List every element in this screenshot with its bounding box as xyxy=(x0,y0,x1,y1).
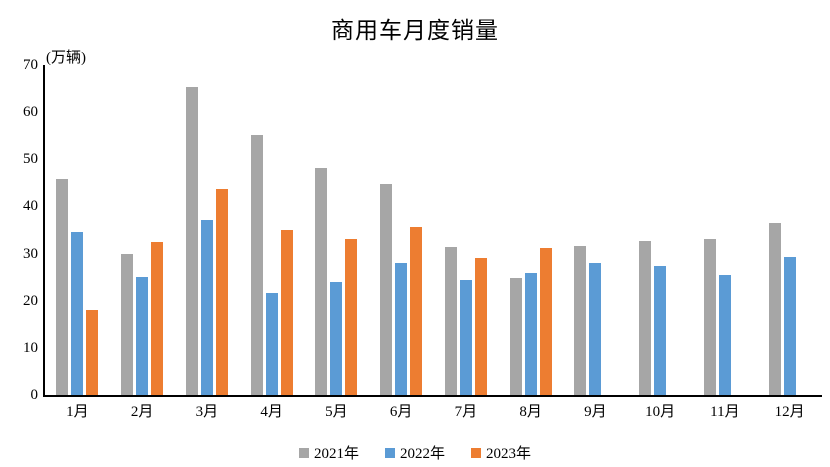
bar-2022年-3月 xyxy=(200,220,213,395)
bar-2023年-3月 xyxy=(215,189,228,395)
plot-area xyxy=(45,65,822,395)
bar-2023年-8月 xyxy=(539,248,552,395)
legend-marker-icon xyxy=(471,447,481,458)
x-axis-line xyxy=(43,395,822,397)
bar-2023年-2月 xyxy=(151,242,164,395)
bar-2021年-11月 xyxy=(703,239,716,395)
bar-2023年-5月 xyxy=(345,238,358,395)
bar-2021年-2月 xyxy=(121,254,134,395)
legend-item-2023年: 2023年 xyxy=(471,442,531,463)
bar-2022年-10月 xyxy=(654,266,667,395)
bar-2022年-4月 xyxy=(265,292,278,395)
bar-2021年-3月 xyxy=(185,86,198,395)
legend-marker-icon xyxy=(384,447,395,458)
bar-2022年-7月 xyxy=(459,279,472,395)
legend: 2021年 2022年 2023年 xyxy=(0,442,830,463)
bar-2021年-1月 xyxy=(56,178,69,395)
x-tick-label-10月: 10月 xyxy=(645,404,676,420)
x-tick-label-5月: 5月 xyxy=(325,404,348,420)
bar-2023年-7月 xyxy=(474,258,487,395)
y-tick-label-20: 20 xyxy=(23,292,38,309)
bar-2021年-6月 xyxy=(380,184,393,395)
y-tick-label-70: 70 xyxy=(23,57,38,73)
x-tick-label-6月: 6月 xyxy=(389,404,413,420)
y-tick-label-0: 0 xyxy=(30,387,39,403)
bar-2021年-5月 xyxy=(315,167,328,395)
bar-2021年-4月 xyxy=(250,134,263,395)
legend-label: 2021年 xyxy=(313,446,359,462)
bar-2021年-7月 xyxy=(444,247,457,395)
x-tick-label-4月: 4月 xyxy=(260,404,283,420)
x-tick-label-11月: 11月 xyxy=(710,404,740,420)
x-tick-label-7月: 7月 xyxy=(454,404,478,420)
y-axis-unit-label: (万辆) xyxy=(46,50,86,66)
bar-2022年-1月 xyxy=(71,232,84,395)
legend-label: 2023年 xyxy=(486,446,532,462)
legend-marker-icon xyxy=(298,447,309,458)
legend-item-2022年: 2022年 xyxy=(384,442,445,463)
legend-label: 2022年 xyxy=(399,446,445,462)
bar-2021年-8月 xyxy=(509,278,522,395)
bar-2022年-2月 xyxy=(136,276,149,395)
x-tick-label-8月: 8月 xyxy=(519,404,542,420)
bar-2022年-6月 xyxy=(395,262,408,395)
y-tick-label-40: 40 xyxy=(23,198,38,215)
y-tick-label-60: 60 xyxy=(23,104,38,121)
x-tick-label-3月: 3月 xyxy=(195,404,219,420)
bar-2021年-9月 xyxy=(574,245,587,395)
x-tick-label-12月: 12月 xyxy=(774,404,805,420)
bar-2021年-12月 xyxy=(768,223,781,395)
bar-2022年-5月 xyxy=(330,282,343,395)
x-tick-label-9月: 9月 xyxy=(584,404,607,420)
bar-2022年-9月 xyxy=(589,263,602,395)
y-tick-label-10: 10 xyxy=(23,339,38,356)
bar-2021年-10月 xyxy=(639,241,652,395)
y-tick-label-30: 30 xyxy=(23,245,38,262)
bar-2023年-6月 xyxy=(410,227,423,395)
bar-2023年-4月 xyxy=(280,229,293,395)
legend-item-2021年: 2021年 xyxy=(298,442,359,463)
x-tick-label-2月: 2月 xyxy=(130,404,154,420)
bar-2022年-11月 xyxy=(718,275,731,395)
y-tick-label-50: 50 xyxy=(23,151,38,168)
bar-2022年-12月 xyxy=(783,257,796,395)
bar-2022年-8月 xyxy=(524,272,537,395)
bar-2023年-1月 xyxy=(86,310,99,395)
y-axis-line xyxy=(43,65,45,397)
x-tick-label-1月: 1月 xyxy=(66,404,89,420)
chart-title: 商用车月度销量 xyxy=(331,18,499,43)
